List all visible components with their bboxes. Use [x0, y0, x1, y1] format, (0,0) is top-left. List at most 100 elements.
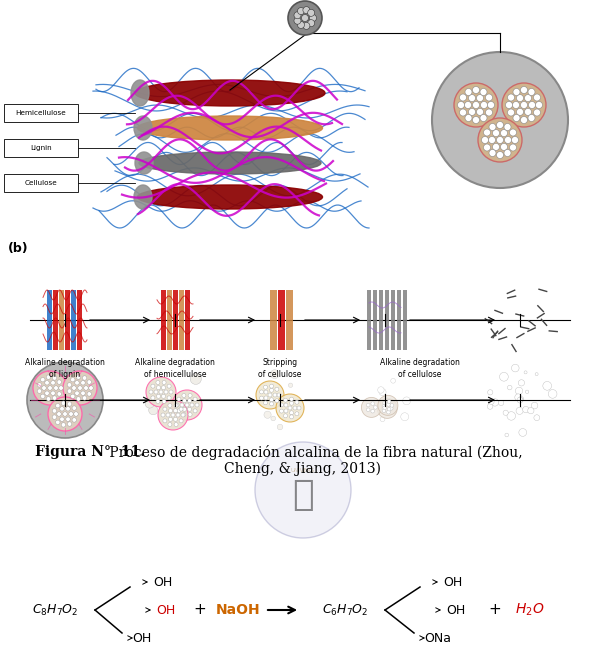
Circle shape [273, 393, 277, 397]
Circle shape [371, 402, 375, 405]
Circle shape [275, 399, 279, 403]
Circle shape [382, 409, 386, 413]
Circle shape [504, 124, 511, 130]
Text: OH: OH [156, 603, 175, 617]
Circle shape [177, 409, 181, 413]
Circle shape [487, 102, 494, 108]
Circle shape [528, 88, 535, 96]
Circle shape [521, 86, 527, 94]
Circle shape [533, 109, 541, 116]
Circle shape [505, 433, 508, 437]
Circle shape [27, 362, 103, 438]
Circle shape [61, 401, 65, 405]
Circle shape [481, 102, 487, 108]
Circle shape [290, 401, 293, 405]
Circle shape [485, 109, 493, 116]
Circle shape [275, 387, 279, 391]
Circle shape [60, 417, 64, 421]
Circle shape [162, 399, 166, 403]
Circle shape [167, 396, 171, 400]
Circle shape [295, 412, 299, 416]
Circle shape [74, 412, 78, 416]
Circle shape [270, 370, 279, 379]
Circle shape [63, 412, 67, 416]
Circle shape [510, 129, 516, 136]
Ellipse shape [134, 185, 152, 209]
Circle shape [476, 108, 484, 116]
Circle shape [72, 406, 76, 410]
Circle shape [522, 406, 529, 413]
Circle shape [181, 413, 185, 417]
Circle shape [33, 371, 67, 405]
Circle shape [41, 394, 45, 399]
Circle shape [172, 390, 202, 420]
Circle shape [488, 389, 493, 395]
Circle shape [46, 375, 51, 379]
Circle shape [168, 409, 173, 413]
Circle shape [491, 399, 499, 406]
Text: (b): (b) [8, 242, 28, 255]
Circle shape [383, 401, 387, 405]
Circle shape [175, 403, 179, 407]
Circle shape [489, 149, 496, 157]
Circle shape [193, 409, 197, 413]
Text: $C_6H_7O_2$: $C_6H_7O_2$ [322, 603, 368, 617]
Circle shape [48, 397, 82, 431]
FancyBboxPatch shape [185, 290, 190, 350]
Circle shape [259, 396, 264, 400]
Circle shape [82, 376, 87, 380]
Circle shape [473, 102, 479, 108]
Circle shape [295, 400, 299, 404]
Circle shape [70, 394, 75, 399]
FancyBboxPatch shape [367, 290, 371, 350]
Circle shape [72, 417, 76, 422]
Text: Cheng, & Jiang, 2013): Cheng, & Jiang, 2013) [224, 462, 382, 476]
Circle shape [169, 390, 173, 394]
Circle shape [387, 410, 390, 414]
Ellipse shape [139, 152, 321, 174]
Circle shape [173, 409, 178, 413]
Circle shape [156, 385, 161, 389]
Circle shape [264, 401, 267, 405]
Circle shape [76, 397, 81, 401]
Text: OH: OH [443, 575, 462, 589]
Circle shape [52, 409, 56, 413]
Circle shape [56, 420, 60, 425]
Circle shape [67, 383, 72, 387]
Circle shape [505, 136, 511, 143]
Circle shape [465, 88, 472, 96]
Circle shape [505, 102, 513, 108]
Text: UNIVERS: UNIVERS [291, 468, 315, 472]
Circle shape [515, 387, 523, 395]
Circle shape [174, 403, 178, 407]
Circle shape [367, 404, 374, 411]
Circle shape [182, 399, 187, 403]
Circle shape [484, 129, 490, 136]
Circle shape [379, 389, 386, 395]
Circle shape [367, 403, 370, 407]
Circle shape [57, 392, 61, 396]
Circle shape [293, 406, 297, 410]
Circle shape [534, 415, 540, 421]
Text: 🦅: 🦅 [292, 478, 314, 512]
Circle shape [52, 396, 57, 400]
Text: Stripping
of cellulose: Stripping of cellulose [258, 358, 302, 379]
Circle shape [476, 94, 484, 102]
Circle shape [290, 415, 293, 419]
Circle shape [46, 397, 51, 401]
Text: +: + [194, 603, 207, 617]
Circle shape [484, 144, 490, 151]
Circle shape [277, 424, 283, 429]
Circle shape [519, 398, 524, 402]
Circle shape [507, 411, 516, 420]
Circle shape [535, 373, 538, 375]
Circle shape [308, 9, 315, 16]
Circle shape [67, 422, 72, 426]
Text: NaOH: NaOH [216, 603, 261, 617]
Circle shape [284, 414, 287, 418]
Circle shape [154, 390, 158, 394]
Circle shape [51, 391, 55, 395]
Circle shape [162, 394, 165, 398]
Circle shape [146, 377, 176, 407]
Circle shape [514, 394, 522, 401]
